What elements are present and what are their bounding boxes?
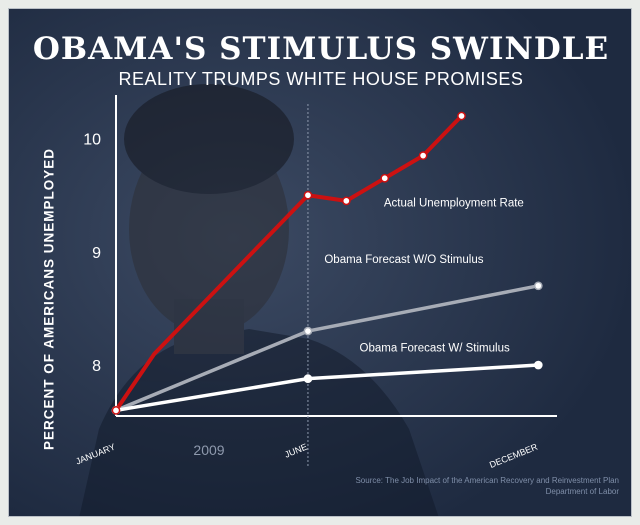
chart-title: OBAMA'S STIMULUS SWINDLE (32, 31, 610, 67)
source-note: Source: The Job Impact of the American R… (355, 475, 619, 497)
series-point (303, 190, 313, 200)
y-tick-label: 8 (92, 358, 101, 375)
source-line-1: Source: The Job Impact of the American R… (355, 476, 619, 485)
series-label: Obama Forecast W/ Stimulus (360, 342, 510, 354)
series-point (380, 173, 390, 183)
y-tick-label: 9 (92, 245, 101, 262)
series-line (114, 113, 464, 413)
series-point (533, 360, 543, 370)
series-point (533, 281, 543, 291)
y-axis-label: PERCENT OF AMERICANS UNEMPLOYED (41, 147, 57, 451)
year-label: 2009 (193, 442, 224, 458)
series-point (341, 196, 351, 206)
series-point (303, 374, 313, 383)
chart-subtitle: REALITY TRUMPS WHITE HOUSE PROMISES (118, 69, 524, 89)
series-label: Obama Forecast W/O Stimulus (324, 254, 483, 266)
series-point (111, 405, 121, 415)
series-point (418, 151, 428, 160)
chart-frame: 8 9 10 JANUARY JUNE DECEMBER 2009 Obama Foreca… (8, 8, 632, 517)
source-line-2: Department of Labor (545, 487, 619, 496)
series-point (303, 326, 313, 336)
plot-area: Obama Forecast W/O Stimulus Obama Forecas… (111, 111, 543, 415)
series-label: Actual Unemployment Rate (384, 198, 524, 210)
series-point (457, 111, 466, 121)
y-tick-label: 10 (83, 132, 101, 149)
